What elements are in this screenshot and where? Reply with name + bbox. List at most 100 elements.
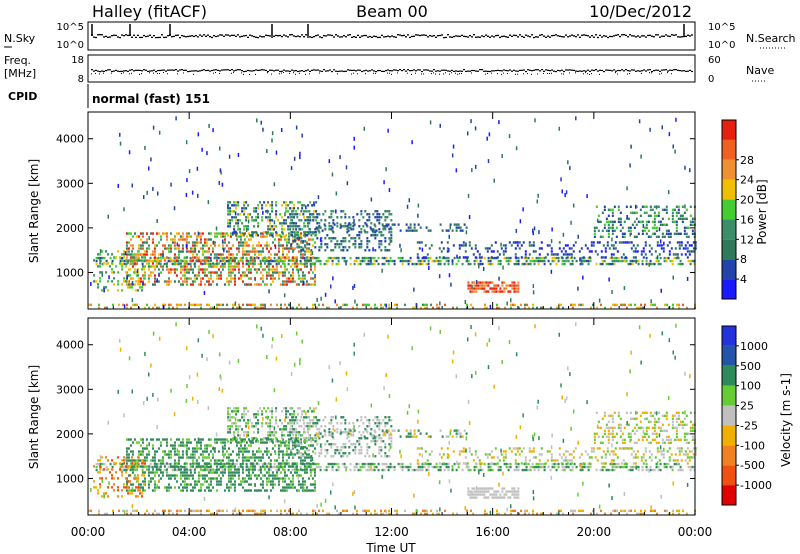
power-cell xyxy=(241,253,244,256)
power-cell xyxy=(651,208,654,211)
power-cell xyxy=(181,235,184,238)
velocity-cell xyxy=(517,468,520,472)
velocity-cell xyxy=(205,480,208,483)
power-cell xyxy=(391,259,394,263)
power-cell xyxy=(524,250,527,253)
velocity-cell xyxy=(201,468,204,472)
power-cell xyxy=(161,244,164,247)
power-cell xyxy=(269,232,272,235)
power-cell xyxy=(95,280,98,283)
nave-sample xyxy=(411,73,412,75)
power-cell xyxy=(169,271,172,274)
power-cell xyxy=(669,259,672,263)
power-cell xyxy=(383,226,386,229)
power-cell xyxy=(672,144,674,149)
velocity-cell xyxy=(283,465,286,468)
power-cell xyxy=(581,256,584,260)
velocity-cell xyxy=(669,465,672,469)
velocity-cell xyxy=(223,462,226,466)
power-cell xyxy=(245,262,248,266)
velocity-cell xyxy=(231,465,234,468)
nsky-sample xyxy=(181,34,183,37)
power-cell xyxy=(472,253,475,256)
nsky-sample xyxy=(217,35,219,37)
power-cell xyxy=(654,250,657,253)
velocity-cell xyxy=(189,489,192,492)
power-cell xyxy=(146,303,148,307)
power-cell xyxy=(157,256,160,260)
power-cell xyxy=(293,280,296,283)
power-cell xyxy=(375,229,378,232)
power-cell xyxy=(133,256,136,259)
power-cell xyxy=(253,207,256,210)
velocity-cell xyxy=(185,483,188,486)
power-cell xyxy=(295,265,298,268)
velocity-cell xyxy=(165,468,168,471)
nsky-sample xyxy=(439,34,441,37)
power-cell xyxy=(213,265,216,268)
power-cell xyxy=(293,265,296,268)
power-cell xyxy=(417,203,420,208)
velocity-cell xyxy=(267,480,270,483)
power-cell xyxy=(300,306,302,310)
power-cell xyxy=(137,244,140,247)
power-cell xyxy=(473,262,476,266)
velocity-cell xyxy=(565,462,568,466)
power-cell xyxy=(629,259,632,263)
power-cell xyxy=(227,274,230,277)
power-cell xyxy=(277,259,280,262)
velocity-cell xyxy=(251,465,254,468)
power-cell xyxy=(674,247,677,250)
velocity-cell xyxy=(179,468,182,471)
power-cell xyxy=(189,250,192,253)
power-cell xyxy=(201,271,204,274)
power-cell xyxy=(255,234,258,237)
power-cell xyxy=(653,217,656,220)
power-cell xyxy=(266,149,268,154)
power-cell xyxy=(257,216,260,219)
power-cell xyxy=(430,303,432,307)
freq-sample xyxy=(385,69,387,72)
power-cell xyxy=(225,256,228,259)
velocity-cell xyxy=(667,462,670,466)
power-cell xyxy=(247,262,250,265)
freq-sample xyxy=(279,70,281,73)
power-cell xyxy=(463,223,466,226)
power-cell xyxy=(448,234,451,239)
nsky-sample xyxy=(641,35,643,37)
power-cell xyxy=(466,131,469,136)
power-cell xyxy=(309,262,312,266)
power-cell xyxy=(273,271,276,274)
power-cell xyxy=(570,220,572,225)
power-cell xyxy=(189,259,192,262)
power-cell xyxy=(675,226,678,229)
power-cell xyxy=(269,274,272,277)
power-cell xyxy=(227,259,230,262)
power-cell xyxy=(229,253,232,256)
power-cell xyxy=(241,244,244,247)
power-cell xyxy=(455,262,458,266)
power-cell xyxy=(313,210,316,213)
velocity-cell xyxy=(529,468,532,472)
velocity-cell xyxy=(165,441,168,444)
velocity-cell xyxy=(233,471,236,474)
power-cell xyxy=(555,262,558,266)
velocity-cell xyxy=(611,465,614,469)
velocity-cell xyxy=(257,459,260,462)
velocity-cell xyxy=(225,483,228,486)
velocity-cell xyxy=(189,453,192,456)
power-cell xyxy=(289,259,292,262)
velocity-cell xyxy=(623,465,626,469)
nsky-sample xyxy=(589,36,591,38)
power-cell xyxy=(253,250,256,253)
velocity-cell xyxy=(101,468,104,472)
power-cell xyxy=(585,259,588,263)
power-cell xyxy=(349,256,352,260)
power-cell xyxy=(211,250,214,253)
freq-sample xyxy=(397,70,399,72)
power-cell xyxy=(281,247,284,250)
velocity-cell xyxy=(243,477,246,480)
power-cell xyxy=(227,213,230,216)
velocity-cell xyxy=(141,438,144,441)
nsky-sample xyxy=(273,35,275,37)
